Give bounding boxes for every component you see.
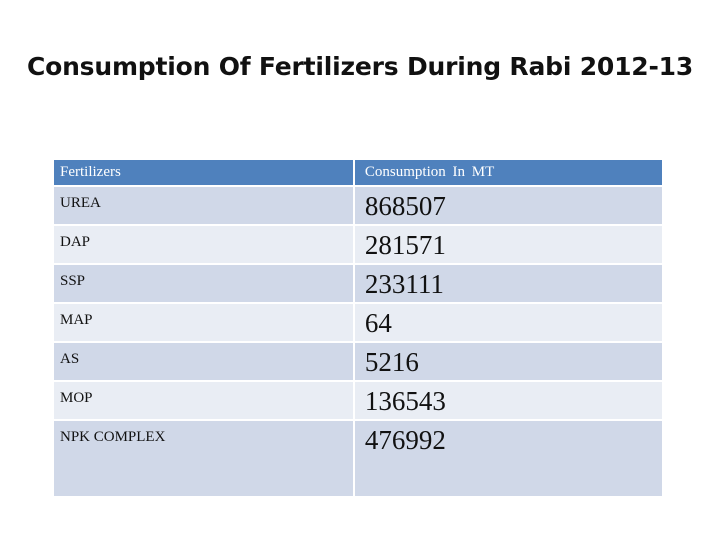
slide-title: Consumption Of Fertilizers During Rabi 2… — [26, 52, 694, 81]
row-name-cell: AS — [52, 341, 355, 382]
row-value-cell: 5216 — [352, 341, 665, 382]
row-name-cell: MAP — [52, 302, 355, 343]
row-name-cell: MOP — [52, 380, 355, 421]
header-consumption: Consumption In MT — [352, 158, 665, 187]
consumption-value: 5216 — [364, 347, 419, 377]
consumption-value: 136543 — [364, 386, 446, 416]
fertilizer-name: MAP — [60, 312, 93, 328]
fertilizer-consumption-table: Fertilizers Consumption In MT UREA 86850… — [52, 158, 665, 498]
consumption-value: 868507 — [364, 191, 446, 221]
row-value-cell: 64 — [352, 302, 665, 343]
consumption-value: 233111 — [364, 269, 444, 299]
table-row: MOP 136543 — [52, 380, 665, 421]
header-fertilizers: Fertilizers — [52, 158, 355, 187]
row-value-cell: 233111 — [352, 263, 665, 304]
row-name-cell: DAP — [52, 224, 355, 265]
row-name-cell: NPK COMPLEX — [52, 419, 355, 498]
fertilizer-name: NPK COMPLEX — [60, 429, 166, 445]
table-row: DAP 281571 — [52, 224, 665, 265]
consumption-value: 281571 — [364, 230, 446, 260]
consumption-value: 64 — [364, 308, 392, 338]
fertilizer-name: AS — [60, 351, 80, 367]
consumption-value: 476992 — [364, 425, 446, 455]
table-row: NPK COMPLEX 476992 — [52, 419, 665, 498]
fertilizer-name: UREA — [60, 195, 101, 211]
row-value-cell: 136543 — [352, 380, 665, 421]
fertilizer-name: MOP — [60, 390, 93, 406]
table-header-row: Fertilizers Consumption In MT — [52, 158, 665, 187]
fertilizer-name: SSP — [60, 273, 86, 289]
row-value-cell: 476992 — [352, 419, 665, 498]
row-value-cell: 281571 — [352, 224, 665, 265]
row-name-cell: SSP — [52, 263, 355, 304]
fertilizer-name: DAP — [60, 234, 91, 250]
table-row: AS 5216 — [52, 341, 665, 382]
table-row: UREA 868507 — [52, 185, 665, 226]
row-value-cell: 868507 — [352, 185, 665, 226]
table-row: MAP 64 — [52, 302, 665, 343]
table-row: SSP 233111 — [52, 263, 665, 304]
row-name-cell: UREA — [52, 185, 355, 226]
